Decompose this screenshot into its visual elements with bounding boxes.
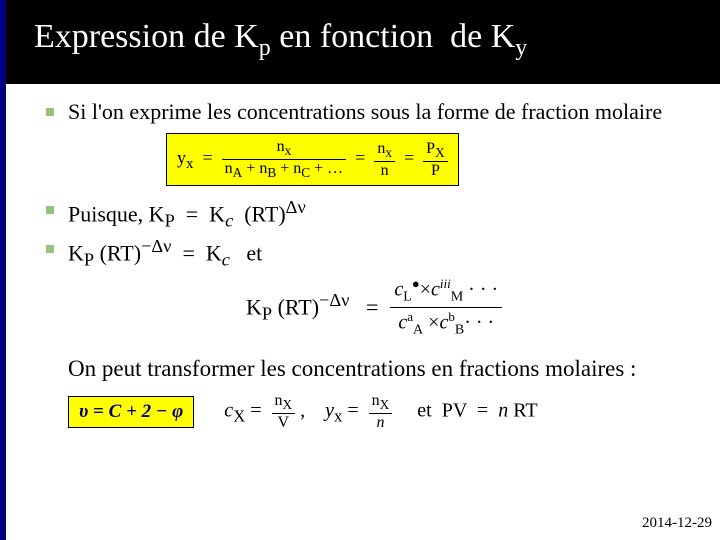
eq-left: KP (RT)−Δν = <box>246 290 378 325</box>
slide-date: 2014-12-29 <box>642 515 712 532</box>
formula-yx: yx = nxnA + nB + nC + … = nxn = PXP <box>166 133 459 186</box>
slide-title: Expression de Kp en fonction de Ky <box>6 0 720 84</box>
eq-numerator: cL●×ciiiM · · · <box>390 277 502 308</box>
bullet-icon <box>46 108 54 116</box>
bullet-icon <box>46 206 54 214</box>
bullet-icon <box>46 245 54 253</box>
bullet-3: KP (RT)−Δν = Kc et <box>46 235 698 272</box>
eq-denominator: caA ×cbB· · · <box>390 308 502 338</box>
upsilon-formula: υ = C + 2 − φ <box>68 396 194 428</box>
bullet-2-text: Puisque, KP = Kc (RT)Δν <box>68 196 698 233</box>
bottom-row: υ = C + 2 − φ cX = nXV , yx = nXn et PV … <box>68 392 698 431</box>
slide-body: Si l'on exprime les concentrations sous … <box>6 84 720 432</box>
eq-fraction: cL●×ciiiM · · · caA ×cbB· · · <box>390 277 502 338</box>
bullet-1: Si l'on exprime les concentrations sous … <box>46 98 698 126</box>
transform-text: On peut transformer les concentrations e… <box>68 356 698 382</box>
equation-kp-rt: KP (RT)−Δν = cL●×ciiiM · · · caA ×cbB· ·… <box>246 277 698 338</box>
bottom-equations: cX = nXV , yx = nXn et PV = n RT <box>224 392 537 431</box>
bullet-2: Puisque, KP = Kc (RT)Δν <box>46 196 698 233</box>
bullet-1-text: Si l'on exprime les concentrations sous … <box>68 98 698 126</box>
bullet-3-text: KP (RT)−Δν = Kc et <box>68 235 698 272</box>
